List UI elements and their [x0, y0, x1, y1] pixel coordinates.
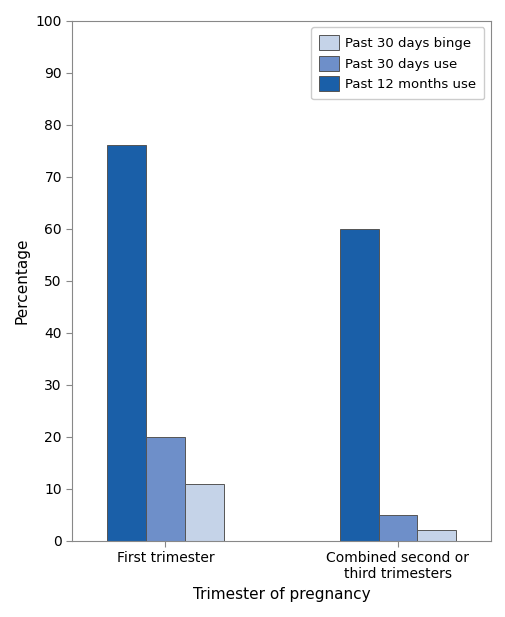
Bar [378, 515, 417, 541]
Legend: Past 30 days binge, Past 30 days use, Past 12 months use: Past 30 days binge, Past 30 days use, Pa… [311, 27, 483, 99]
Bar [107, 146, 146, 541]
X-axis label: Trimester of pregnancy: Trimester of pregnancy [192, 587, 370, 602]
Bar [146, 437, 184, 541]
Bar [417, 531, 455, 541]
Y-axis label: Percentage: Percentage [15, 238, 30, 324]
Bar [184, 484, 223, 541]
Bar [339, 229, 378, 541]
